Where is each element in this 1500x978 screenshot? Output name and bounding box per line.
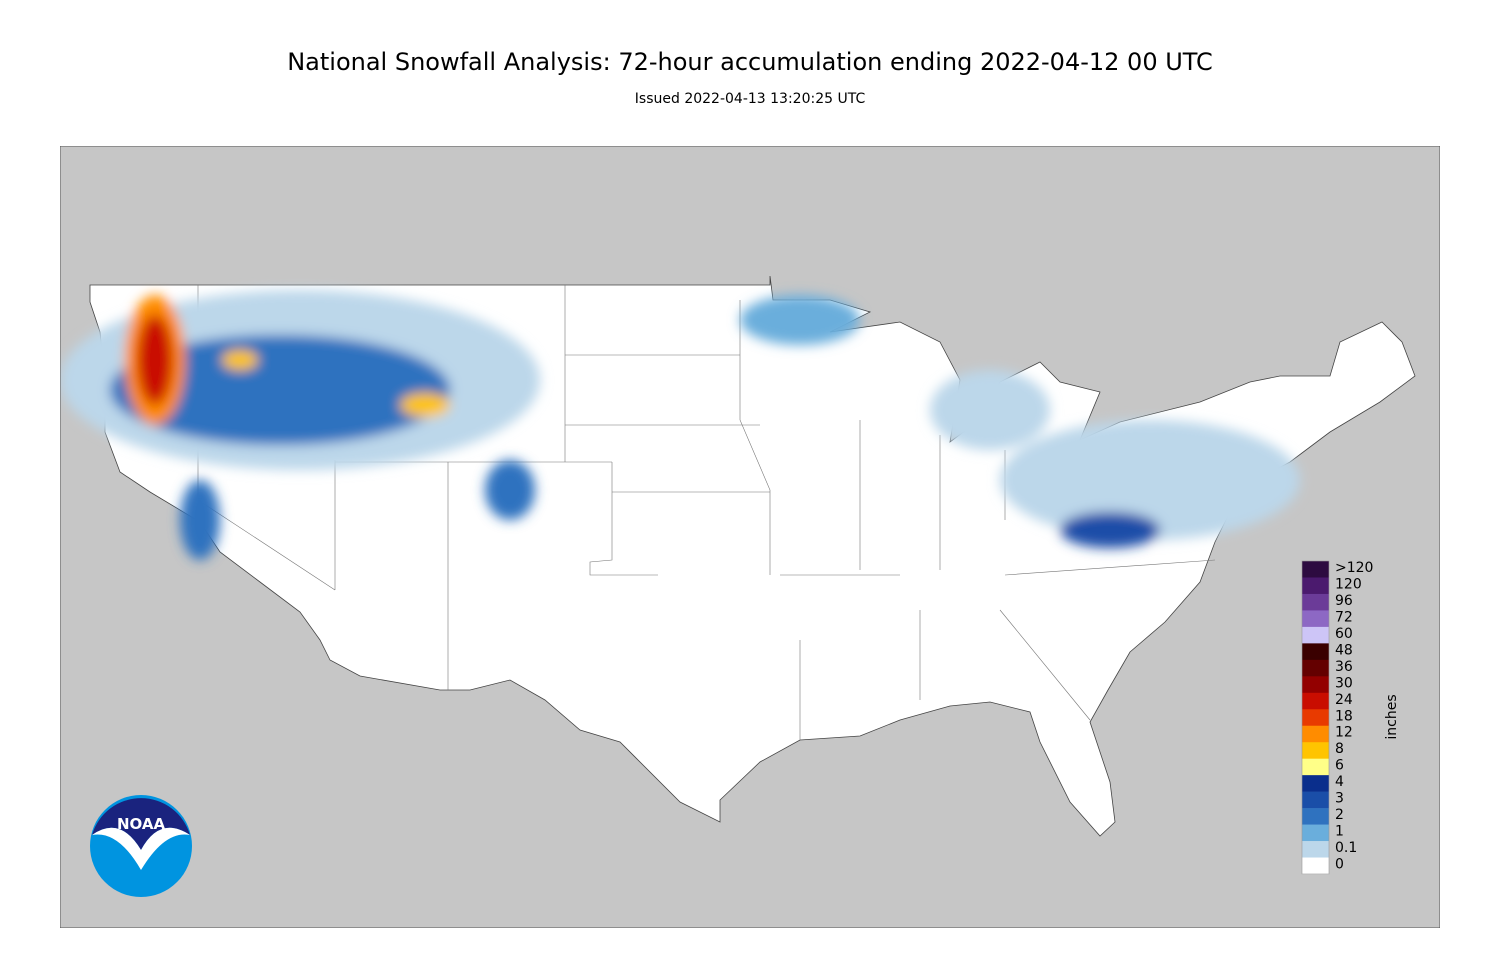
legend-swatch [1302, 610, 1329, 628]
legend-label: 0.1 [1335, 840, 1357, 856]
map-title: National Snowfall Analysis: 72-hour accu… [287, 48, 1213, 76]
legend-border [1301, 560, 1330, 875]
legend-swatch [1302, 709, 1329, 727]
legend-swatch [1302, 577, 1329, 595]
legend-label: 96 [1335, 593, 1353, 609]
legend-swatch [1302, 659, 1329, 677]
legend-swatch [1302, 791, 1329, 809]
map [60, 146, 1440, 928]
legend-label: 1 [1335, 824, 1344, 840]
legend-swatch [1302, 561, 1329, 578]
legend-swatch [1302, 626, 1329, 644]
legend-label: 18 [1335, 708, 1353, 724]
legend-swatch [1302, 676, 1329, 694]
legend-swatch [1302, 643, 1329, 661]
legend-swatch [1302, 841, 1329, 858]
legend-label: 0 [1335, 857, 1344, 873]
logo-top [92, 798, 190, 850]
noaa-logo: NOAA [90, 795, 192, 897]
legend-label: 36 [1335, 659, 1353, 675]
map-subtitle: Issued 2022-04-13 13:20:25 UTC [635, 91, 866, 107]
legend-swatch [1302, 725, 1329, 743]
legend-label: 72 [1335, 609, 1353, 625]
legend-swatch [1302, 758, 1329, 776]
legend-label: 4 [1335, 774, 1344, 790]
legend-label: >120 [1335, 560, 1373, 576]
legend-swatch [1302, 775, 1329, 792]
legend-label: 6 [1335, 758, 1344, 774]
legend-label: 12 [1335, 725, 1353, 741]
logo-gull [92, 827, 190, 870]
legend-label: 24 [1335, 692, 1353, 708]
legend-swatch [1302, 808, 1329, 825]
legend-swatch [1302, 593, 1329, 611]
legend-swatch [1302, 742, 1329, 759]
snowfall-shading [60, 290, 1300, 560]
legend-label: 8 [1335, 741, 1344, 757]
legend-swatch [1302, 857, 1329, 875]
legend-swatch [1302, 824, 1329, 842]
legend-unit: inches [1384, 694, 1400, 739]
legend-label: 120 [1335, 576, 1362, 592]
legend-label: 2 [1335, 807, 1344, 823]
legend-label: 48 [1335, 642, 1353, 658]
legend-label: 60 [1335, 626, 1353, 642]
legend-label: 3 [1335, 791, 1344, 807]
legend-swatch [1302, 692, 1329, 710]
legend-label: 30 [1335, 675, 1353, 691]
logo-text: NOAA [117, 815, 166, 833]
